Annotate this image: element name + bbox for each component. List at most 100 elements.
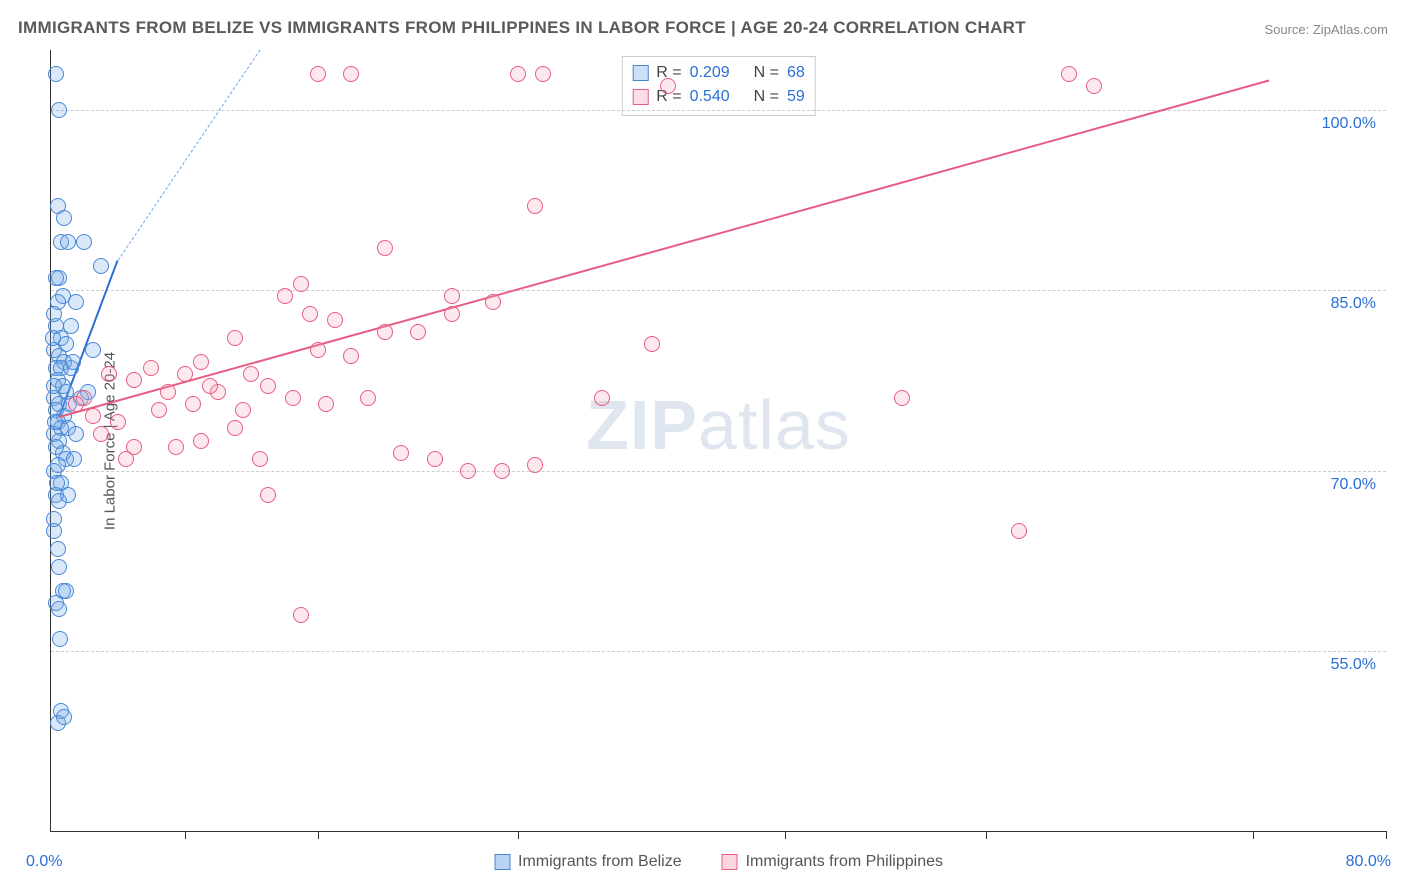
- legend-swatch: [494, 854, 510, 870]
- data-point: [310, 66, 326, 82]
- data-point: [177, 366, 193, 382]
- r-value: 0.209: [690, 61, 730, 85]
- x-tick: [1253, 831, 1254, 839]
- watermark-rest: atlas: [698, 386, 851, 464]
- data-point: [101, 366, 117, 382]
- data-point: [126, 372, 142, 388]
- data-point: [49, 475, 65, 491]
- data-point: [45, 330, 61, 346]
- x-tick: [785, 831, 786, 839]
- data-point: [66, 451, 82, 467]
- legend-swatch: [722, 854, 738, 870]
- data-point: [343, 66, 359, 82]
- data-point: [60, 487, 76, 503]
- data-point: [143, 360, 159, 376]
- watermark: ZIPatlas: [586, 385, 851, 465]
- data-point: [594, 390, 610, 406]
- data-point: [50, 541, 66, 557]
- data-point: [56, 709, 72, 725]
- data-point: [202, 378, 218, 394]
- data-point: [277, 288, 293, 304]
- legend-item: Immigrants from Philippines: [722, 853, 943, 871]
- data-point: [485, 294, 501, 310]
- data-point: [360, 390, 376, 406]
- data-point: [235, 402, 251, 418]
- legend-label: Immigrants from Philippines: [746, 853, 943, 871]
- source-link[interactable]: ZipAtlas.com: [1313, 22, 1388, 37]
- grid-line: [51, 651, 1386, 652]
- data-point: [1061, 66, 1077, 82]
- n-value: 59: [787, 85, 805, 109]
- data-point: [527, 457, 543, 473]
- grid-line: [51, 471, 1386, 472]
- data-point: [460, 463, 476, 479]
- y-tick-label: 55.0%: [1331, 656, 1376, 674]
- data-point: [185, 396, 201, 412]
- data-point: [85, 342, 101, 358]
- data-point: [46, 511, 62, 527]
- data-point: [93, 258, 109, 274]
- data-point: [1011, 523, 1027, 539]
- data-point: [193, 433, 209, 449]
- source-attribution: Source: ZipAtlas.com: [1264, 22, 1388, 37]
- legend-label: Immigrants from Belize: [518, 853, 682, 871]
- x-tick: [1386, 831, 1387, 839]
- data-point: [227, 420, 243, 436]
- x-tick: [318, 831, 319, 839]
- data-point: [377, 324, 393, 340]
- data-point: [48, 66, 64, 82]
- data-point: [444, 306, 460, 322]
- source-prefix: Source:: [1264, 22, 1312, 37]
- n-value: 68: [787, 61, 805, 85]
- data-point: [243, 366, 259, 382]
- grid-line: [51, 290, 1386, 291]
- data-point: [494, 463, 510, 479]
- data-point: [894, 390, 910, 406]
- y-tick-label: 70.0%: [1331, 476, 1376, 494]
- data-point: [51, 102, 67, 118]
- data-point: [93, 426, 109, 442]
- x-axis-max-label: 80.0%: [1346, 853, 1391, 871]
- data-point: [527, 198, 543, 214]
- data-point: [68, 396, 84, 412]
- data-point: [660, 78, 676, 94]
- legend: Immigrants from Belize Immigrants from Ph…: [494, 853, 943, 871]
- data-point: [302, 306, 318, 322]
- stat-swatch: [632, 89, 648, 105]
- data-point: [85, 408, 101, 424]
- chart-title: IMMIGRANTS FROM BELIZE VS IMMIGRANTS FRO…: [18, 18, 1026, 38]
- data-point: [52, 631, 68, 647]
- data-point: [327, 312, 343, 328]
- data-point: [68, 294, 84, 310]
- data-point: [118, 451, 134, 467]
- stat-row: R = 0.540N = 59: [632, 85, 805, 109]
- x-tick: [986, 831, 987, 839]
- data-point: [318, 396, 334, 412]
- data-point: [160, 384, 176, 400]
- data-point: [535, 66, 551, 82]
- data-point: [293, 276, 309, 292]
- data-point: [65, 354, 81, 370]
- data-point: [60, 234, 76, 250]
- n-label: N =: [754, 85, 779, 109]
- x-tick: [518, 831, 519, 839]
- legend-item: Immigrants from Belize: [494, 853, 682, 871]
- data-point: [68, 426, 84, 442]
- x-axis-min-label: 0.0%: [26, 853, 62, 871]
- data-point: [252, 451, 268, 467]
- r-value: 0.540: [690, 85, 730, 109]
- y-tick-label: 85.0%: [1331, 295, 1376, 313]
- data-point: [193, 354, 209, 370]
- trend-line: [117, 50, 260, 261]
- data-point: [427, 451, 443, 467]
- data-point: [168, 439, 184, 455]
- n-label: N =: [754, 61, 779, 85]
- data-point: [51, 601, 67, 617]
- data-point: [110, 414, 126, 430]
- data-point: [377, 240, 393, 256]
- data-point: [285, 390, 301, 406]
- data-point: [151, 402, 167, 418]
- x-tick: [185, 831, 186, 839]
- data-point: [260, 378, 276, 394]
- data-point: [48, 270, 64, 286]
